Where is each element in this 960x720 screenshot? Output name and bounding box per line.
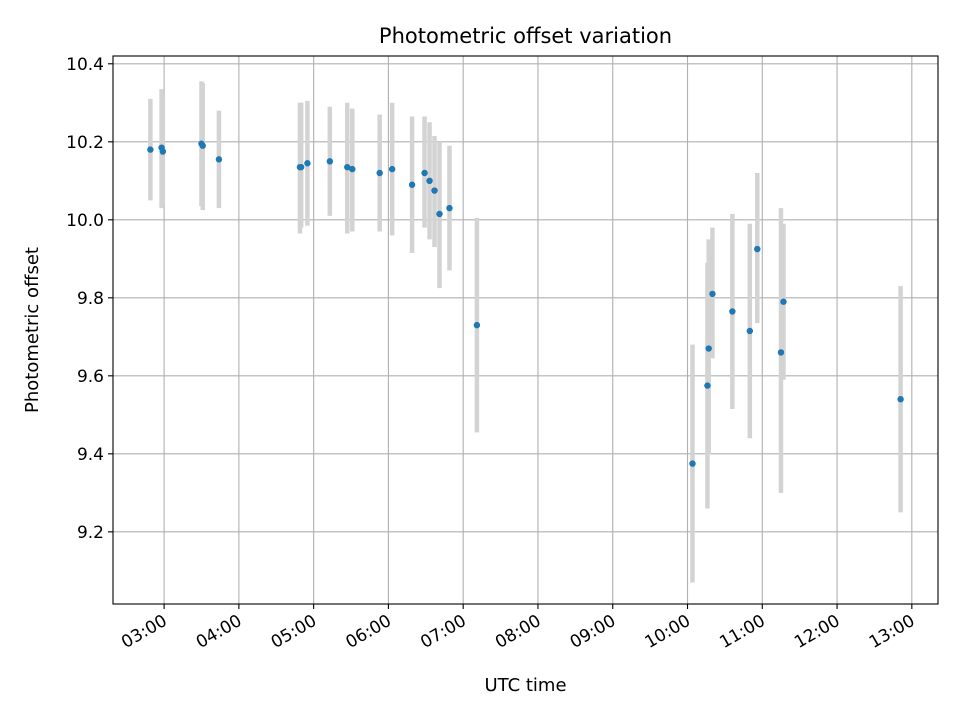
data-point [473,321,481,329]
data-point [705,345,712,352]
x-tick-label: 12:00 [791,611,843,653]
data-point [159,148,167,155]
x-tick-label: 09:00 [567,611,619,653]
y-tick-label: 10.0 [66,211,104,231]
x-tick-label: 10:00 [642,611,694,653]
data-point [297,163,305,171]
data-point [408,181,416,188]
data-point [344,163,351,171]
x-axis-ticks: 03:00 04:00 05:00 06:00 07:00 08:00 09:00 10:00… [118,604,918,653]
data-point [326,158,334,165]
data-point [709,290,716,298]
data-point [754,245,761,253]
plot-area-frame [112,55,939,605]
y-tick-label: 10.4 [66,55,104,75]
data-point [304,160,311,167]
y-tick-label: 9.4 [77,445,104,465]
x-tick-label: 04:00 [193,611,245,653]
data-point [436,210,443,218]
y-axis-title: Photometric offset [22,247,43,413]
error-bars [148,81,903,583]
x-tick-label: 08:00 [492,611,544,653]
x-tick-label: 03:00 [118,611,170,653]
data-point [729,308,736,315]
data-point [388,165,396,173]
data-point [421,169,428,177]
y-tick-label: 9.2 [77,523,104,543]
data-point [376,169,383,177]
data-point [426,177,433,185]
data-point [349,165,356,173]
data-point [431,187,438,194]
data-point [689,460,696,467]
data-point [704,382,711,389]
chart-title: Photometric offset variation [379,24,672,48]
grid [113,56,938,604]
y-tick-label: 9.6 [77,367,104,387]
data-point [780,298,787,305]
y-tick-label: 9.8 [77,289,104,309]
x-tick-label: 06:00 [342,611,394,653]
x-tick-label: 07:00 [417,611,469,653]
data-point [199,142,206,149]
data-point [777,349,785,356]
data-point [446,204,453,212]
x-axis-title: UTC time [484,675,566,696]
x-tick-label: 13:00 [866,611,918,653]
y-axis-ticks: 9.2 9.4 9.6 9.8 10.0 10.2 10.4 [66,55,113,543]
data-point [215,156,223,163]
data-point [897,396,904,403]
y-tick-label: 10.2 [66,133,104,153]
data-point [746,327,754,335]
x-tick-label: 05:00 [268,611,320,653]
data-points [147,140,904,467]
data-point [147,146,154,153]
x-tick-label: 11:00 [716,611,768,653]
